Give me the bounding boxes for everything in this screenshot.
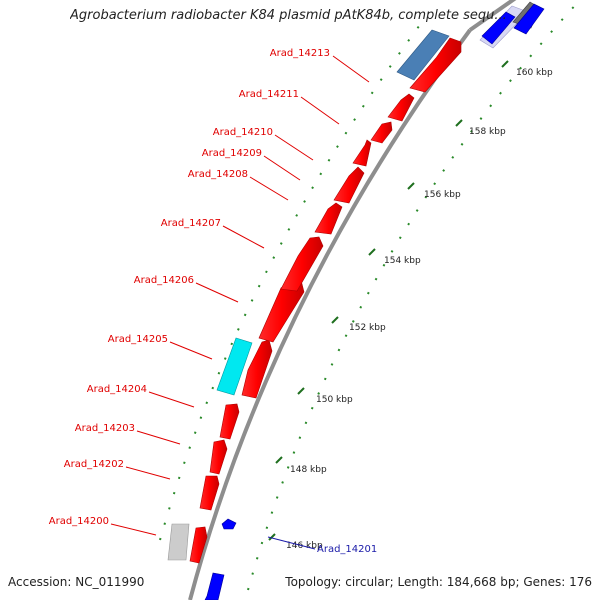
gene-label[interactable]: Arad_14202 bbox=[64, 459, 124, 470]
tick-mark bbox=[407, 182, 415, 190]
gene-leader-line bbox=[249, 176, 289, 201]
gene-label[interactable]: Arad_14209 bbox=[202, 148, 262, 159]
gene-leader-line bbox=[136, 430, 181, 445]
tick-mark bbox=[368, 248, 376, 256]
gene-label[interactable]: Arad_14205 bbox=[108, 334, 168, 345]
gene-label[interactable]: Arad_14210 bbox=[213, 127, 273, 138]
tick-label: 152 kbp bbox=[349, 323, 386, 333]
gene-leader-line bbox=[125, 466, 171, 480]
summary-text: Topology: circular; Length: 184,668 bp; … bbox=[285, 575, 592, 589]
gene-arrow[interactable] bbox=[314, 202, 343, 235]
gene-arrow[interactable] bbox=[280, 236, 324, 292]
tick-mark bbox=[331, 316, 339, 324]
tick-mark bbox=[268, 533, 276, 541]
gene-arrow[interactable] bbox=[333, 166, 365, 204]
gene-leader-line bbox=[148, 391, 195, 408]
tick-mark bbox=[501, 60, 509, 68]
gene-arrow[interactable] bbox=[189, 526, 208, 564]
gene-arrow[interactable] bbox=[199, 475, 220, 511]
outer-dotted-arc bbox=[247, 0, 581, 591]
gene-arrow[interactable] bbox=[352, 139, 372, 167]
gene-label[interactable]: Arad_14207 bbox=[161, 218, 221, 229]
gene-leader-line bbox=[263, 155, 301, 181]
gene-label[interactable]: Arad_14203 bbox=[75, 423, 135, 434]
reverse-genes bbox=[204, 3, 545, 600]
gene-label[interactable]: Arad_14200 bbox=[49, 516, 109, 527]
gene-arrow[interactable] bbox=[219, 403, 240, 440]
gene-label[interactable]: Arad_14201 bbox=[317, 544, 377, 555]
gene-leader-line bbox=[300, 96, 340, 125]
gene-arrow[interactable] bbox=[370, 121, 393, 144]
gene-label[interactable]: Arad_14204 bbox=[87, 384, 147, 395]
gene-arrow[interactable] bbox=[481, 11, 516, 45]
gene-label[interactable]: Arad_14211 bbox=[239, 89, 299, 100]
gene-leader-line bbox=[274, 134, 314, 161]
tick-mark bbox=[297, 387, 305, 395]
backbone-arc-upper bbox=[468, 0, 517, 32]
gene-label-layer: Arad_14213 Arad_14211 Arad_14210 Arad_14209… bbox=[49, 48, 378, 555]
misc-feature-steelblue[interactable] bbox=[396, 29, 450, 81]
tick-label: 156 kbp bbox=[424, 190, 461, 200]
tick-mark bbox=[275, 456, 283, 464]
gene-leader-line bbox=[169, 341, 213, 360]
tick-label: 154 kbp bbox=[384, 256, 421, 266]
tick-label: 150 kbp bbox=[316, 395, 353, 405]
gene-leader-line bbox=[222, 225, 265, 249]
gene-arrow[interactable] bbox=[409, 37, 462, 93]
rna-feature[interactable] bbox=[216, 337, 253, 396]
gene-arrow[interactable] bbox=[209, 439, 228, 475]
gene-leader-line bbox=[195, 282, 239, 303]
map-title: Agrobacterium radiobacter K84 plasmid pA… bbox=[70, 8, 507, 23]
forward-genes bbox=[189, 37, 462, 564]
gene-leader-line bbox=[110, 523, 157, 536]
gene-arrow[interactable] bbox=[221, 518, 237, 530]
gene-label[interactable]: Arad_14206 bbox=[134, 275, 194, 286]
tick-label: 148 kbp bbox=[290, 465, 327, 475]
gene-arrow[interactable] bbox=[204, 572, 225, 600]
backbone-arc bbox=[188, 28, 472, 600]
gene-arrow[interactable] bbox=[387, 93, 415, 122]
misc-feature-gray[interactable] bbox=[167, 523, 190, 561]
tick-mark bbox=[455, 119, 463, 127]
gene-leader-line bbox=[267, 536, 316, 550]
gene-arrow[interactable] bbox=[513, 3, 545, 35]
gene-label[interactable]: Arad_14208 bbox=[188, 169, 248, 180]
gene-label[interactable]: Arad_14213 bbox=[270, 48, 330, 59]
tick-label: 158 kbp bbox=[469, 127, 506, 137]
tick-label: 160 kbp bbox=[516, 68, 553, 78]
accession-text: Accession: NC_011990 bbox=[8, 575, 145, 589]
gene-leader-line bbox=[332, 55, 370, 83]
